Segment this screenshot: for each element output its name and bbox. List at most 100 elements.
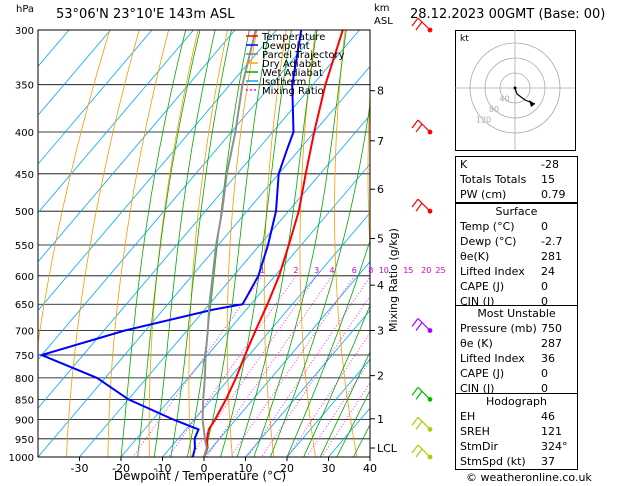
dry-adiabat-line bbox=[299, 30, 317, 457]
km-tick-label: 6 bbox=[377, 183, 384, 196]
location-title: 53°06'N 23°10'E 143m ASL bbox=[56, 7, 235, 22]
row-value: 36 bbox=[541, 352, 555, 365]
mixing-ratio-line bbox=[261, 295, 370, 457]
row-value: 37 bbox=[541, 455, 555, 468]
mixing-ratio-label: 8 bbox=[368, 266, 373, 275]
km-tick-label: 7 bbox=[377, 135, 384, 148]
hodograph-ring-label: 120 bbox=[476, 116, 491, 125]
dry-adiabat-line bbox=[610, 30, 629, 457]
row-value: 324° bbox=[541, 440, 568, 453]
row-value: 0 bbox=[541, 367, 548, 380]
mixing-ratio-line bbox=[247, 276, 370, 457]
table-row: Dewp (°C) -2.7 bbox=[456, 234, 577, 249]
x-tick-label: -10 bbox=[154, 462, 172, 475]
wet-adiabat-line bbox=[137, 30, 201, 457]
dry-adiabat-line bbox=[367, 86, 370, 253]
row-label: StmSpd (kt) bbox=[460, 455, 526, 468]
table-row: K -28 bbox=[456, 157, 577, 172]
row-label: Temp (°C) bbox=[460, 220, 515, 233]
table-row: Lifted Index 24 bbox=[456, 264, 577, 279]
table-row: Lifted Index 36 bbox=[456, 351, 577, 366]
table-row: StmSpd (kt) 37 bbox=[456, 454, 577, 469]
pressure-tick-label: 950 bbox=[15, 435, 34, 446]
wet-adiabat-line bbox=[236, 30, 318, 457]
mixing-ratio-line bbox=[206, 275, 333, 457]
x-tick-label: 10 bbox=[239, 462, 253, 475]
x-tick-label: 20 bbox=[280, 462, 294, 475]
table-row: CIN (J) 0 bbox=[456, 294, 577, 309]
dry-adiabat-line bbox=[580, 30, 629, 457]
mixing-ratio-label: 20 bbox=[421, 266, 431, 275]
mixing-ratio-label: 1 bbox=[260, 266, 265, 275]
row-value: 287 bbox=[541, 337, 562, 350]
table-row: θe (K) 287 bbox=[456, 336, 577, 351]
isotherm-line bbox=[38, 65, 370, 457]
table-row: θe(K) 281 bbox=[456, 249, 577, 264]
wind-barb bbox=[411, 386, 433, 402]
row-label: K bbox=[460, 158, 468, 171]
wet-adiabat-line bbox=[187, 30, 250, 457]
row-label: CIN (J) bbox=[460, 295, 495, 308]
row-label: θe (K) bbox=[460, 337, 493, 350]
hpa-label: hPa bbox=[16, 4, 35, 15]
table-row: Totals Totals 15 bbox=[456, 172, 577, 187]
row-label: EH bbox=[460, 410, 476, 423]
km-tick-label: LCL bbox=[377, 442, 398, 455]
surface-title: Surface bbox=[495, 205, 538, 218]
table-row: Pressure (mb) 750 bbox=[456, 321, 577, 336]
row-value: 0.79 bbox=[541, 188, 566, 201]
legend-label: Wet Adiabat bbox=[262, 68, 323, 79]
x-axis-label: Dewpoint / Temperature (°C) bbox=[114, 469, 286, 483]
dry-adiabat-line bbox=[148, 30, 199, 457]
wind-barb bbox=[411, 17, 433, 33]
hodograph-origin bbox=[513, 86, 517, 90]
table-row: CAPE (J) 0 bbox=[456, 366, 577, 381]
mixing-ratio-label: 15 bbox=[403, 266, 413, 275]
isotherm-line bbox=[38, 30, 360, 409]
dry-adiabat-line bbox=[38, 30, 111, 346]
pressure-tick-label: 500 bbox=[15, 207, 34, 218]
wind-barb bbox=[411, 416, 433, 432]
table-row: CAPE (J) 0 bbox=[456, 279, 577, 294]
row-value: -28 bbox=[541, 158, 559, 171]
hodograph-table-title: Hodograph bbox=[486, 395, 547, 408]
wet-adiabat-line bbox=[253, 30, 347, 457]
isotherm-line bbox=[286, 358, 370, 457]
pressure-tick-label: 800 bbox=[15, 374, 34, 385]
table-row: PW (cm) 0.79 bbox=[456, 187, 577, 202]
isotherm-line bbox=[162, 212, 370, 457]
table-row: SREH 121 bbox=[456, 424, 577, 439]
km-tick-label: 3 bbox=[377, 325, 384, 338]
wind-barb bbox=[411, 444, 433, 460]
km-tick-label: 5 bbox=[377, 232, 384, 245]
dry-adiabat-line bbox=[226, 30, 258, 457]
pressure-tick-label: 1000 bbox=[9, 453, 34, 464]
x-tick-label: 30 bbox=[322, 462, 336, 475]
row-label: SREH bbox=[460, 425, 490, 438]
wet-adiabat-line bbox=[203, 30, 270, 457]
table-row: Temp (°C) 0 bbox=[456, 219, 577, 234]
legend-label: Dewpoint bbox=[262, 41, 310, 52]
table-row: EH 46 bbox=[456, 409, 577, 424]
surface-table: Surface Temp (°C) 0 Dewp (°C) -2.7 θe(K) 281 L… bbox=[455, 203, 578, 310]
pressure-tick-label: 750 bbox=[15, 351, 34, 362]
row-value: 750 bbox=[541, 322, 562, 335]
wind-barb bbox=[411, 119, 433, 135]
hodograph-ring-label: 40 bbox=[499, 95, 509, 104]
x-tick-label: -20 bbox=[112, 462, 130, 475]
hodograph-arrow bbox=[529, 100, 535, 107]
copyright: © weatheronline.co.uk bbox=[466, 471, 592, 484]
isotherm-line bbox=[38, 30, 70, 68]
isotherm-line bbox=[79, 114, 370, 457]
km-tick-label: 1 bbox=[377, 413, 384, 426]
mixing-ratio-line bbox=[229, 275, 355, 457]
wet-adiabat-line bbox=[286, 239, 370, 457]
pressure-tick-label: 350 bbox=[15, 81, 34, 92]
row-label: StmDir bbox=[460, 440, 499, 453]
wind-barb bbox=[411, 198, 433, 214]
wet-adiabat-line bbox=[319, 350, 370, 457]
mixing-ratio-label: 4 bbox=[329, 266, 334, 275]
mixing-ratio-label: 10 bbox=[379, 266, 389, 275]
legend-label: Parcel Trajectory bbox=[262, 50, 345, 61]
isotherm-line bbox=[38, 30, 153, 165]
